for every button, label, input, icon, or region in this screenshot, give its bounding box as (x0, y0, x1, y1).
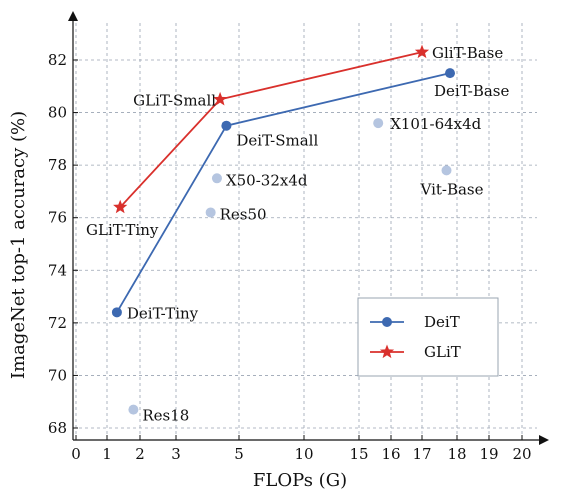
point-label: Vit-Base (420, 180, 484, 198)
point-label: GliT-Base (432, 44, 503, 62)
y-tick-label: 80 (48, 104, 67, 122)
x-tick-label: 2 (135, 445, 145, 463)
y-tick-label: 82 (48, 51, 67, 69)
y-ticks: 68 70 72 74 76 78 80 82 (48, 51, 78, 437)
x-tick-label: 20 (512, 445, 531, 463)
legend-circle-icon (382, 317, 392, 327)
data-point-star (414, 44, 430, 59)
x-tick-label: 1 (102, 445, 112, 463)
x-tick-label: 17 (412, 445, 431, 463)
series-group (111, 44, 455, 415)
y-tick-label: 74 (48, 261, 67, 279)
x-tick-label: 19 (479, 445, 498, 463)
y-tick-label: 72 (48, 314, 67, 332)
y-axis-arrow-icon (68, 11, 78, 21)
x-axis-arrow-icon (539, 435, 549, 445)
legend-label: GLiT (424, 343, 461, 361)
point-label: DeiT-Base (434, 82, 510, 100)
x-ticks: 0 1 2 3 5 10 15 16 17 18 19 20 (71, 435, 532, 463)
point-label: GLiT-Tiny (86, 221, 159, 239)
series-other (128, 118, 452, 415)
x-tick-label: 10 (294, 445, 313, 463)
point-label: X101-64x4d (390, 115, 481, 133)
point-label: Res18 (142, 407, 189, 425)
series-deit (111, 68, 455, 318)
data-point (111, 307, 122, 318)
legend-label: DeiT (424, 313, 460, 331)
x-tick-label: 3 (171, 445, 181, 463)
x-tick-label: 0 (71, 445, 81, 463)
x-tick-label: 18 (447, 445, 466, 463)
y-axis-label: ImageNet top-1 accuracy (%) (8, 111, 29, 379)
x-axis-label: FLOPs (G) (253, 470, 347, 491)
point-label: X50-32x4d (226, 171, 308, 189)
series-glit (113, 44, 430, 214)
point-label: DeiT-Tiny (127, 304, 199, 322)
y-tick-label: 68 (48, 419, 67, 437)
point-label: GLiT-Small (133, 91, 216, 109)
point-labels: DeiT-Tiny DeiT-Small DeiT-Base GLiT-Tiny GLi… (86, 44, 509, 424)
point-label: DeiT-Small (236, 132, 318, 150)
data-point (221, 120, 232, 131)
y-tick-label: 78 (48, 156, 67, 174)
data-point (445, 68, 455, 79)
x-tick-label: 5 (234, 445, 244, 463)
y-tick-label: 76 (48, 209, 67, 227)
legend-star-icon (379, 344, 395, 359)
data-point-star (212, 91, 228, 106)
legend: DeiT GLiT (357, 297, 499, 377)
axes (68, 11, 549, 445)
data-point (441, 165, 452, 176)
point-label: Res50 (220, 205, 267, 223)
data-point-star (113, 199, 128, 214)
data-point (211, 173, 222, 184)
data-point (128, 404, 139, 415)
x-tick-label: 16 (381, 445, 400, 463)
x-tick-label: 15 (349, 445, 368, 463)
legend-box (357, 297, 499, 377)
y-tick-label: 70 (48, 366, 67, 384)
data-point (205, 207, 216, 218)
data-point (373, 118, 384, 129)
